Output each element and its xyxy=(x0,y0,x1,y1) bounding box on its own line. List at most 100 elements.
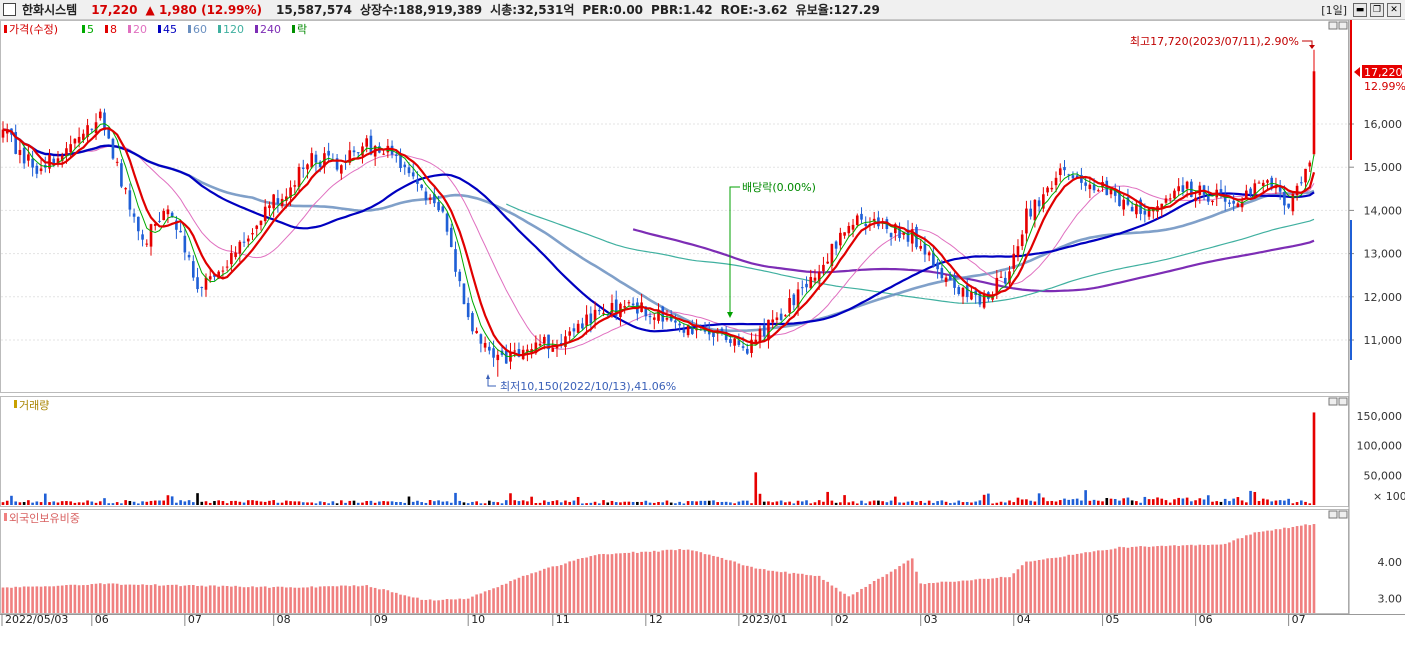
volume-bar xyxy=(851,501,855,505)
foreign-ratio-bar xyxy=(898,566,901,613)
foreign-ratio-bar xyxy=(246,587,250,613)
candle xyxy=(238,240,242,262)
foreign-ratio-bar xyxy=(640,551,643,613)
candle xyxy=(310,147,314,169)
stat-market-cap: 시총:32,531억 xyxy=(490,3,575,17)
legend-swatch-ma8 xyxy=(105,25,108,33)
volume-bar xyxy=(906,501,910,505)
volume-bar xyxy=(340,500,343,505)
volume-bar xyxy=(403,502,407,505)
stock-chart[interactable]: 가격(수정) 5 8 20 45 60 120 240 락 거래량 외국인보유비중 16,00… xyxy=(0,20,1405,648)
foreign-ratio-bar xyxy=(839,591,842,613)
foreign-ratio-bar xyxy=(712,555,715,613)
close-icon[interactable]: ✕ xyxy=(1387,3,1401,17)
volume-bar xyxy=(538,502,542,505)
volume-bar xyxy=(65,501,68,505)
candle xyxy=(826,253,829,265)
volume-bar xyxy=(1257,501,1261,505)
panel-controls xyxy=(1328,21,1348,519)
foreign-ratio-bar xyxy=(948,581,952,613)
volume-panel-min-icon[interactable] xyxy=(1328,397,1338,406)
legend-price: 가격(수정) xyxy=(9,23,58,36)
candle xyxy=(597,307,601,316)
volume-bar xyxy=(187,500,191,505)
volume-bar xyxy=(555,500,559,505)
foreign-ratio-bar xyxy=(268,587,271,613)
candle xyxy=(872,211,876,228)
volume-bar xyxy=(530,496,533,505)
candle xyxy=(1232,193,1235,212)
volume-bar xyxy=(378,501,381,505)
volume-bar xyxy=(762,501,766,505)
volume-bar xyxy=(293,501,297,505)
foreign-ratio-bar xyxy=(1029,561,1032,613)
volume-panel-max-icon[interactable] xyxy=(1338,397,1348,406)
volume-bar xyxy=(729,502,732,505)
period-selector[interactable]: [1일] xyxy=(1321,4,1347,17)
volume-bar xyxy=(1097,500,1100,505)
candle xyxy=(576,320,580,334)
candle xyxy=(1097,188,1100,192)
minimize-icon[interactable]: ▬ xyxy=(1353,3,1367,17)
foreign-ratio-bar xyxy=(394,592,398,613)
x-tick-label: 06 xyxy=(95,613,109,626)
volume-bar xyxy=(691,501,694,505)
volume-bar xyxy=(200,501,204,505)
candle xyxy=(488,342,491,355)
candle xyxy=(678,320,681,333)
candle xyxy=(475,327,478,334)
price-panel-min-icon[interactable] xyxy=(1328,21,1338,30)
volume-bar xyxy=(707,500,711,505)
candle xyxy=(733,337,736,353)
foreign-ratio-bar xyxy=(665,549,669,613)
candle xyxy=(280,193,284,209)
price-panel-max-icon[interactable] xyxy=(1338,21,1348,30)
foreign-ratio-bar xyxy=(242,587,246,613)
stock-name: 한화시스템 xyxy=(22,3,78,17)
window-icon[interactable] xyxy=(3,3,16,16)
foreign-ratio-bar xyxy=(585,557,588,613)
foreign-ratio-bar xyxy=(509,581,512,613)
volume-bar xyxy=(974,501,977,505)
volume-bar xyxy=(509,493,512,505)
foreign-ratio-bar xyxy=(1245,535,1248,613)
foreign-ratio-bar xyxy=(500,584,504,613)
current-price-label: 17,220 xyxy=(1364,66,1403,79)
candle xyxy=(1016,239,1020,262)
candle xyxy=(454,241,457,277)
foreign-ratio-bar xyxy=(982,578,986,613)
foreign-ratio-bar xyxy=(107,583,111,613)
volume-bar xyxy=(813,502,817,505)
volume-bar xyxy=(631,501,635,505)
volume-bar xyxy=(894,496,897,505)
foreign-ratio-bar xyxy=(995,577,999,613)
candle xyxy=(483,336,487,352)
foreign-ratio-bar xyxy=(944,581,948,613)
volume-bar xyxy=(504,500,508,505)
legend-ma60: 60 xyxy=(193,23,207,36)
foreign-ratio-bar xyxy=(1240,538,1244,613)
price-legend: 가격(수정) 5 8 20 45 60 120 240 락 xyxy=(4,23,307,36)
volume-bar xyxy=(128,501,132,505)
volume-bar xyxy=(927,500,931,505)
candle xyxy=(1211,200,1214,206)
price-tick-label: 14,000 xyxy=(1364,204,1403,217)
foreign-ratio-bar xyxy=(225,586,229,613)
foreign-panel-min-icon[interactable] xyxy=(1328,510,1338,519)
foreign-panel-max-icon[interactable] xyxy=(1338,510,1348,519)
restore-icon[interactable]: ❐ xyxy=(1370,3,1384,17)
foreign-ratio-bar xyxy=(285,587,288,613)
volume-bar xyxy=(1008,500,1011,505)
volume-bar xyxy=(1287,498,1290,505)
ma-5-line xyxy=(2,123,1315,358)
candle xyxy=(120,159,123,189)
volume-bar xyxy=(1173,499,1176,505)
volume-bar xyxy=(428,500,432,505)
foreign-ratio-bar xyxy=(568,561,572,613)
foreign-ratio-bar xyxy=(669,549,673,613)
candle xyxy=(1122,194,1126,216)
volume-bar xyxy=(137,503,140,505)
stat-pbr: PBR:1.42 xyxy=(651,2,713,17)
foreign-ratio-bar xyxy=(183,585,187,613)
foreign-ratio-bar xyxy=(614,553,618,613)
